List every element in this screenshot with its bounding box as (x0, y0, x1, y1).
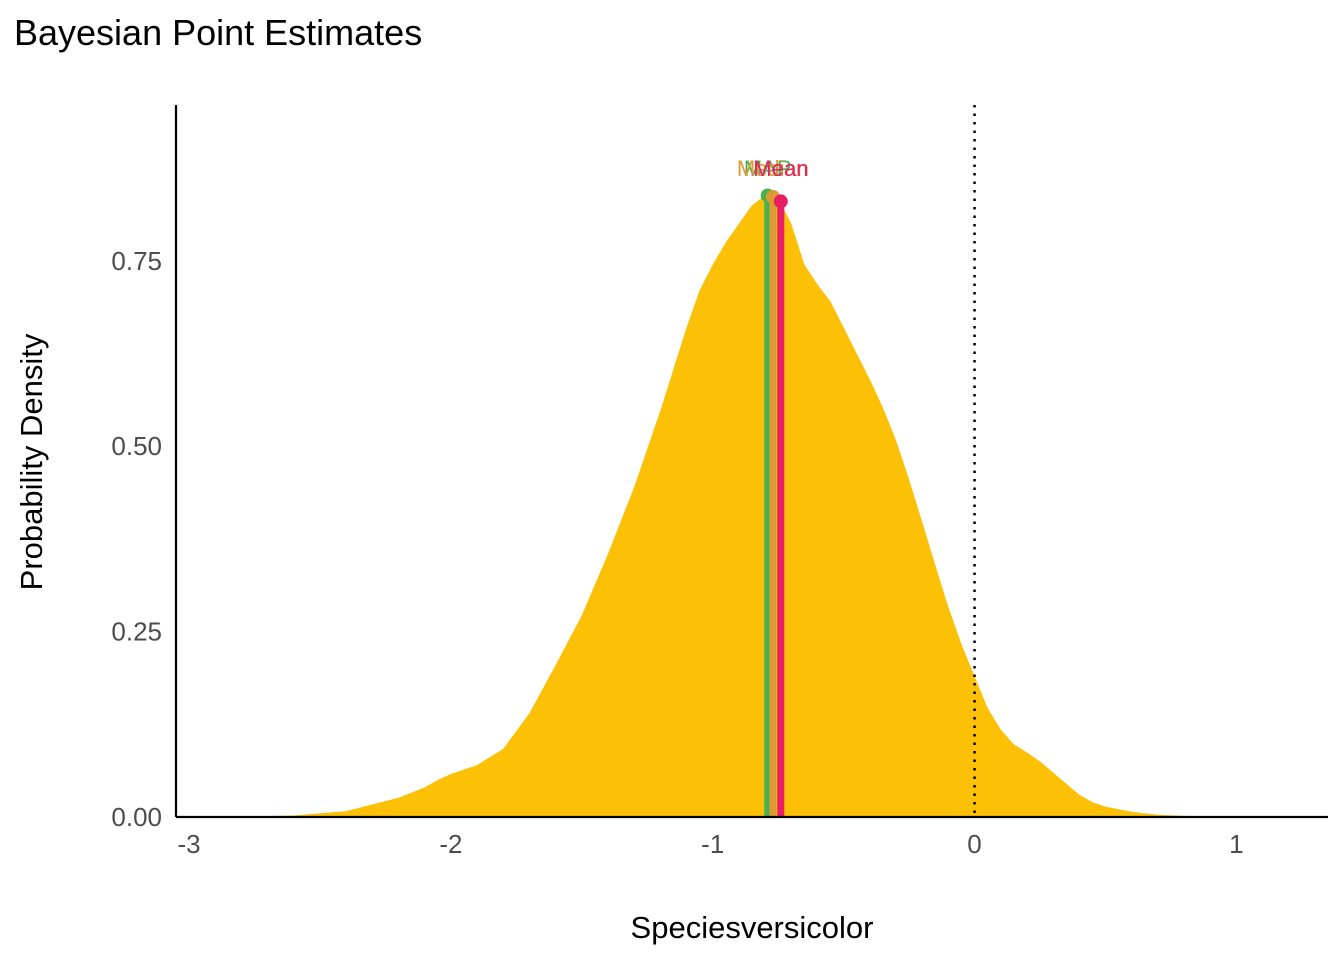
x-tick-label: -3 (178, 829, 201, 859)
chart-title: Bayesian Point Estimates (14, 12, 422, 53)
estimate-points (760, 188, 788, 209)
y-axis-ticks: 0.00 0.25 0.50 0.75 (111, 246, 162, 832)
y-tick-label: 0.25 (111, 617, 162, 647)
y-tick-label: 0.75 (111, 246, 162, 276)
median-label: Median (737, 156, 809, 181)
x-axis-title: Speciesversicolor (631, 910, 874, 945)
y-tick-label: 0.50 (111, 431, 162, 461)
mean-point (773, 194, 788, 209)
x-tick-label: -1 (701, 829, 724, 859)
x-tick-label: 0 (967, 829, 981, 859)
y-tick-label: 0.00 (111, 802, 162, 832)
density-area (189, 195, 1237, 817)
mean-label: Mean (753, 156, 808, 181)
x-tick-label: -2 (439, 829, 462, 859)
y-axis-title: Probability Density (14, 333, 49, 590)
x-axis-ticks: -3 -2 -1 0 1 (178, 829, 1244, 859)
estimate-lines (764, 195, 785, 817)
x-tick-label: 1 (1229, 829, 1243, 859)
map-label: MAP (744, 156, 792, 181)
